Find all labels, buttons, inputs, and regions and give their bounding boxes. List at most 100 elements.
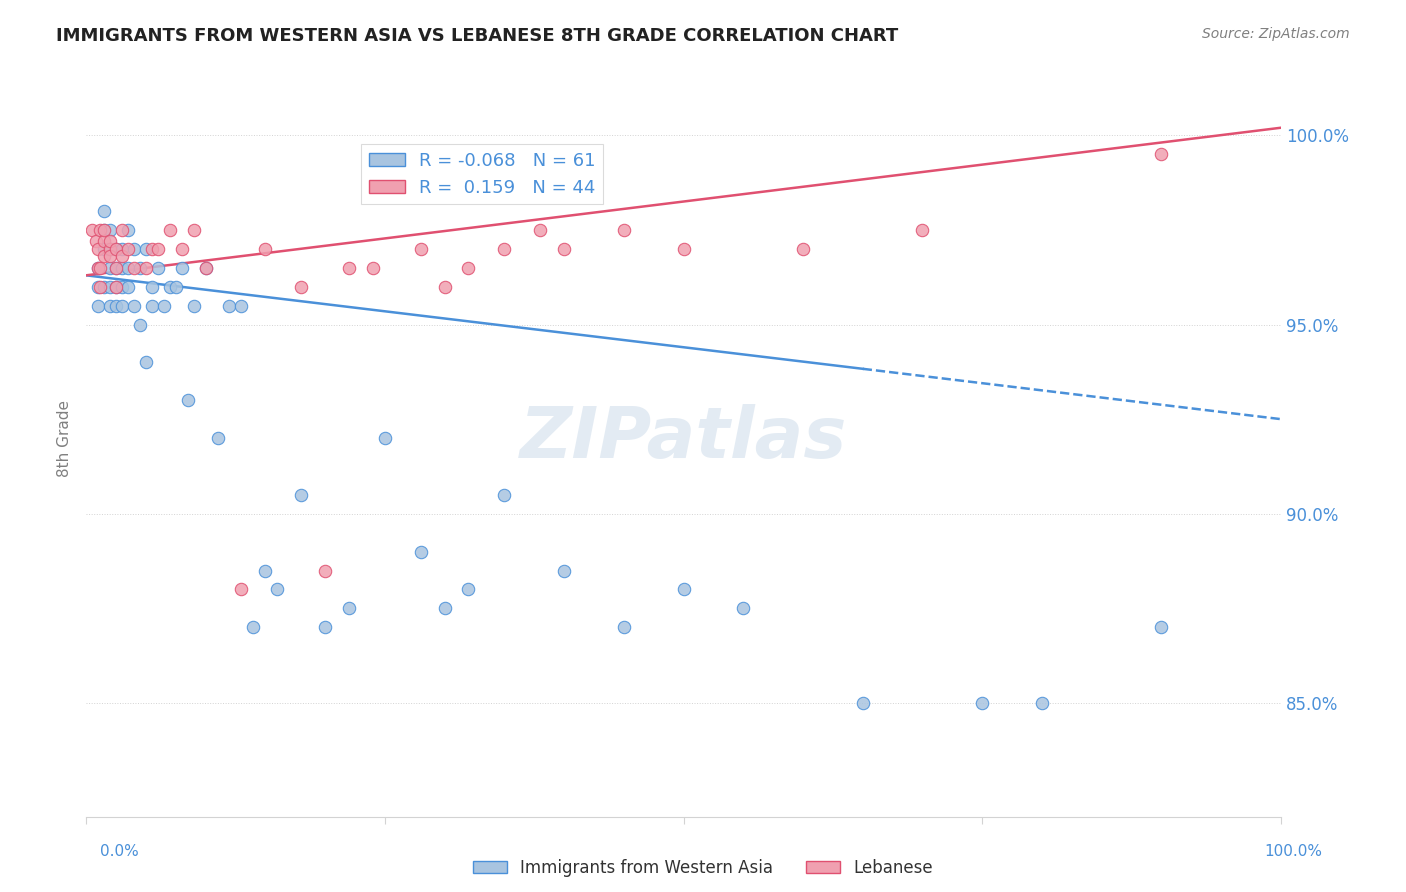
Point (529, 223, 551, 237)
Point (231, 299, 253, 313)
Point (93, 249, 115, 263)
Point (98, 279, 121, 293)
Text: IMMIGRANTS FROM WESTERN ASIA VS LEBANESE 8TH GRADE CORRELATION CHART: IMMIGRANTS FROM WESTERN ASIA VS LEBANESE… (56, 27, 898, 45)
Point (218, 299, 240, 313)
Point (98, 242, 121, 256)
Point (93, 279, 115, 293)
Point (93, 204, 115, 219)
Point (117, 279, 139, 293)
Point (87, 242, 110, 256)
Point (87, 260, 110, 275)
Point (254, 242, 277, 256)
Point (111, 299, 134, 313)
Point (409, 544, 432, 558)
Point (1150, 147, 1173, 161)
Point (314, 564, 336, 578)
Point (494, 488, 516, 502)
Point (792, 242, 814, 256)
Point (159, 223, 181, 237)
Point (457, 582, 479, 597)
Point (553, 564, 575, 578)
Point (111, 223, 134, 237)
Point (194, 260, 217, 275)
Point (128, 260, 150, 275)
Point (1031, 696, 1053, 710)
Point (242, 620, 264, 634)
Point (231, 582, 253, 597)
Point (290, 279, 312, 293)
Point (135, 260, 157, 275)
Point (93, 234, 115, 248)
Point (374, 431, 396, 445)
Point (104, 242, 127, 256)
Point (852, 696, 875, 710)
Point (104, 279, 127, 293)
Text: 100.0%: 100.0% (1264, 845, 1323, 859)
Point (104, 279, 127, 293)
Point (98, 223, 121, 237)
Point (972, 696, 994, 710)
Text: Source: ZipAtlas.com: Source: ZipAtlas.com (1202, 27, 1350, 41)
Point (170, 260, 193, 275)
Point (98, 299, 121, 313)
Point (409, 242, 432, 256)
Point (89, 223, 111, 237)
Point (87, 260, 110, 275)
Point (553, 242, 575, 256)
Point (613, 620, 636, 634)
Point (613, 223, 636, 237)
Point (165, 279, 187, 293)
Point (433, 601, 456, 615)
Point (733, 601, 755, 615)
Point (89, 279, 111, 293)
Point (80, 223, 103, 237)
Point (122, 242, 145, 256)
Point (183, 299, 205, 313)
Point (194, 260, 217, 275)
Point (93, 223, 115, 237)
Point (111, 249, 134, 263)
Point (176, 393, 198, 408)
Point (266, 582, 288, 597)
Point (117, 260, 139, 275)
Point (98, 242, 121, 256)
Point (93, 242, 115, 256)
Point (128, 318, 150, 332)
Point (290, 488, 312, 502)
Point (152, 299, 174, 313)
Text: 0.0%: 0.0% (100, 845, 139, 859)
Point (135, 355, 157, 369)
Point (361, 260, 384, 275)
Point (911, 223, 934, 237)
Point (159, 279, 181, 293)
Point (111, 242, 134, 256)
Point (494, 242, 516, 256)
Point (433, 279, 456, 293)
Point (122, 299, 145, 313)
Point (98, 249, 121, 263)
Point (141, 242, 163, 256)
Point (111, 260, 134, 275)
Point (672, 582, 695, 597)
Point (98, 260, 121, 275)
Text: ZIPatlas: ZIPatlas (520, 403, 848, 473)
Point (170, 242, 193, 256)
Point (98, 234, 121, 248)
Point (254, 564, 277, 578)
Point (207, 431, 229, 445)
Point (337, 601, 360, 615)
Point (135, 242, 157, 256)
Point (117, 242, 139, 256)
Point (104, 242, 127, 256)
Point (117, 223, 139, 237)
Point (111, 279, 134, 293)
Point (141, 299, 163, 313)
Point (104, 260, 127, 275)
Legend: Immigrants from Western Asia, Lebanese: Immigrants from Western Asia, Lebanese (467, 853, 939, 884)
Point (146, 242, 169, 256)
Point (87, 279, 110, 293)
Point (93, 223, 115, 237)
Point (146, 260, 169, 275)
Point (1150, 620, 1173, 634)
Y-axis label: 8th Grade: 8th Grade (58, 400, 72, 476)
